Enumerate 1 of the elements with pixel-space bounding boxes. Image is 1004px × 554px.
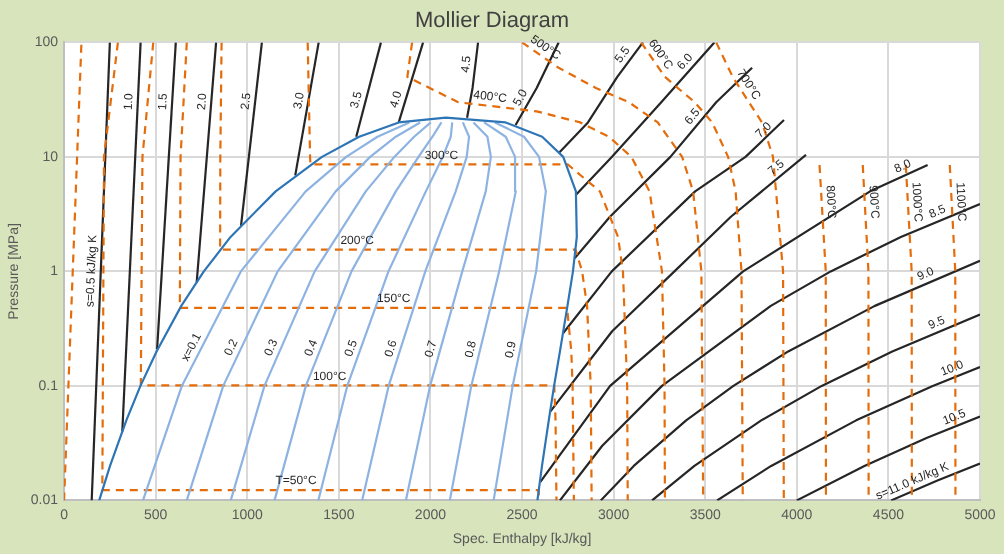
chart-title: Mollier Diagram xyxy=(414,9,570,34)
